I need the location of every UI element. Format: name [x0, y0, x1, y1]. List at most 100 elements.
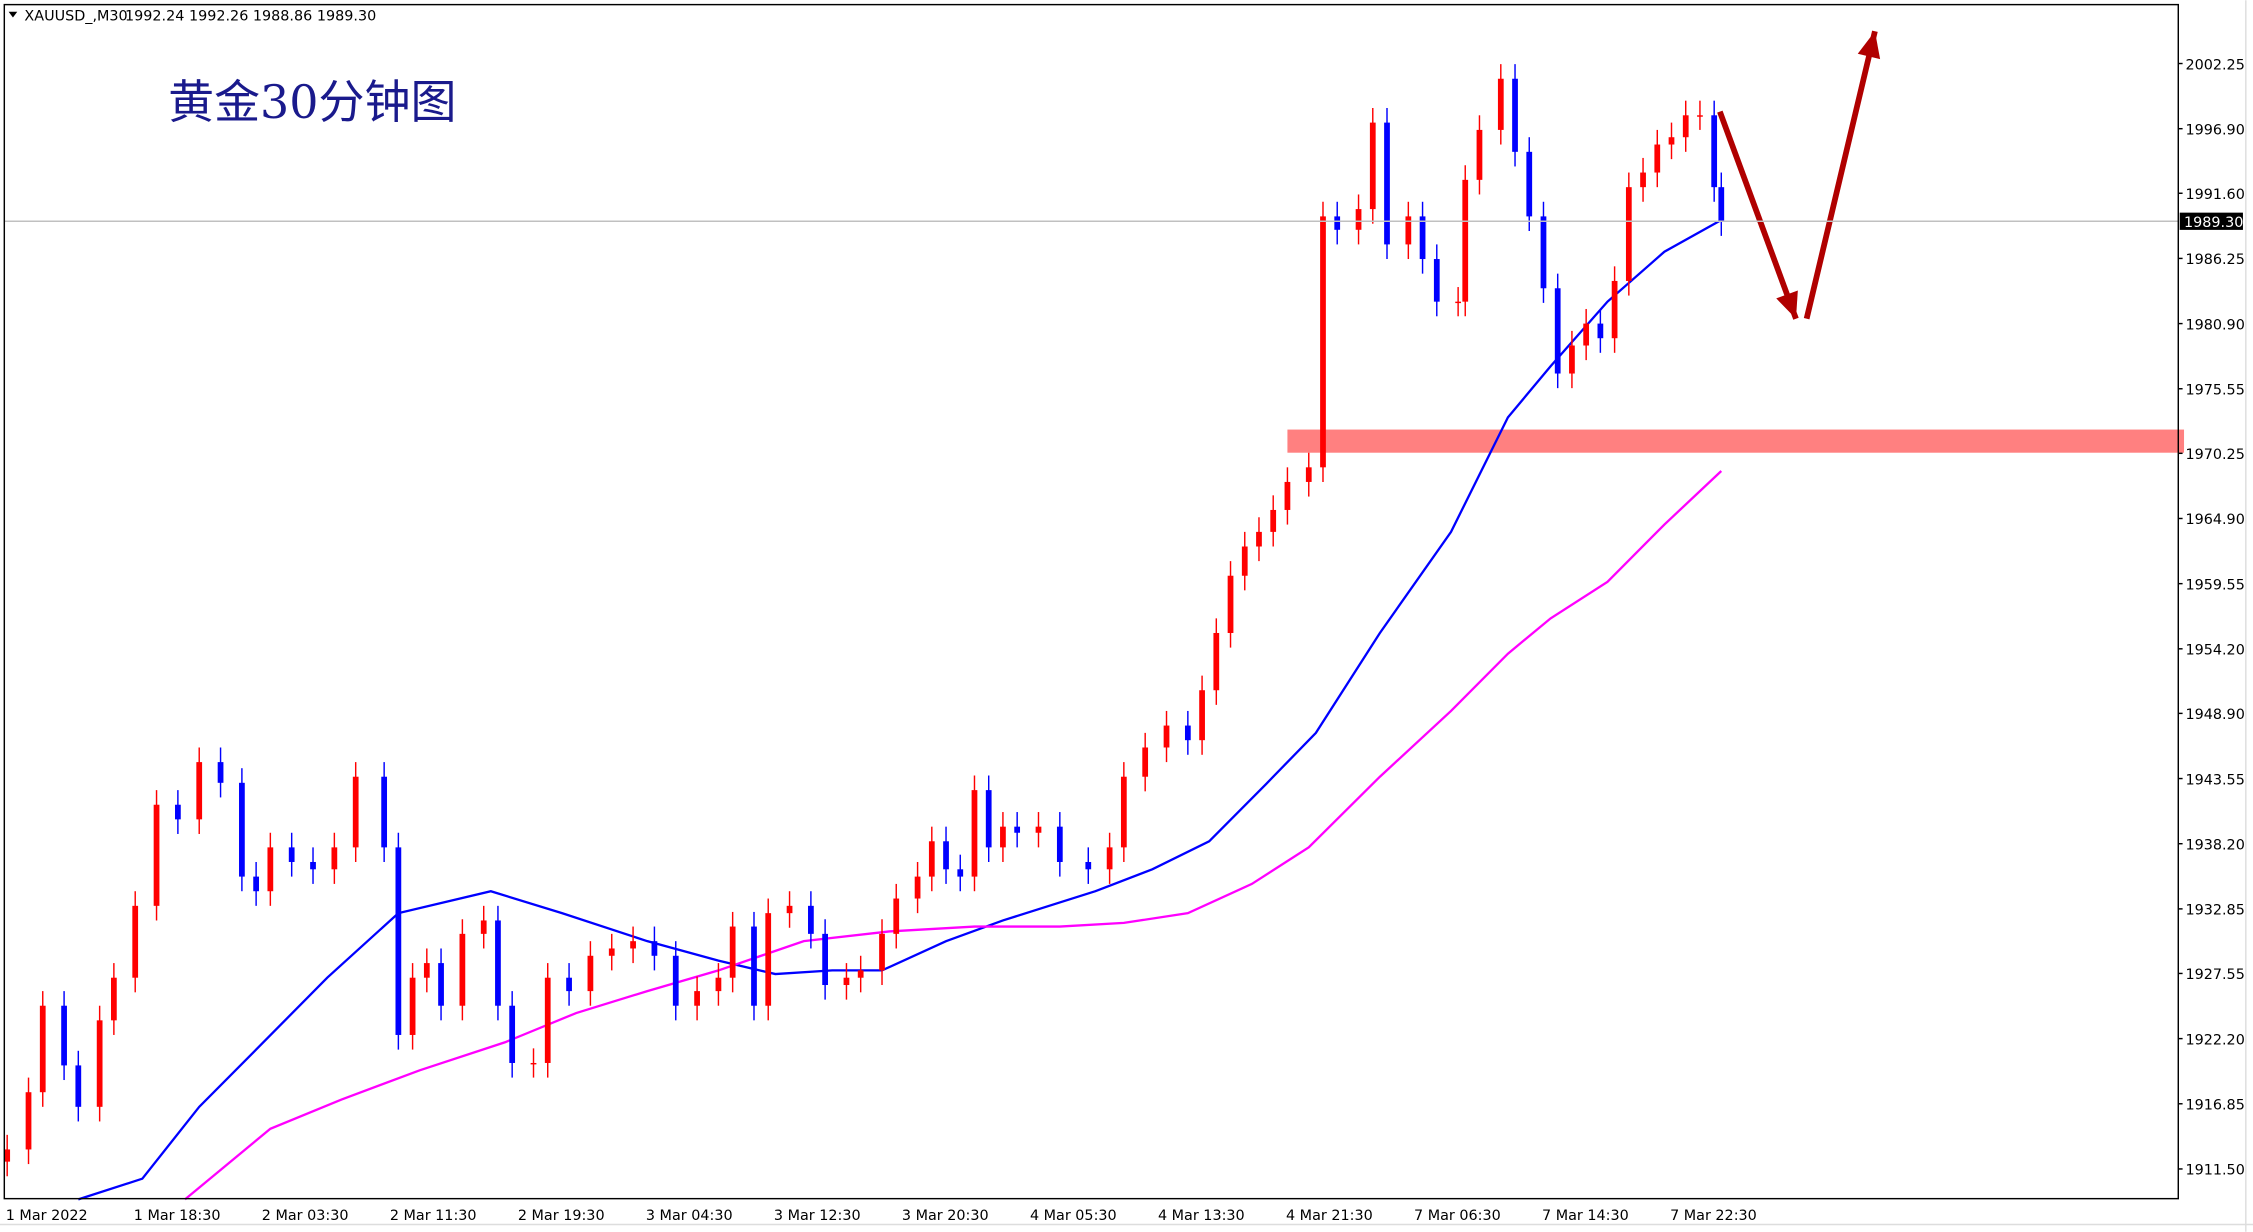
x-tick-label: 4 Mar 13:30 [1158, 1208, 1245, 1224]
candle-body [253, 876, 259, 892]
candle-body [672, 955, 679, 1006]
candle-body [153, 804, 160, 906]
candle [267, 832, 274, 906]
candle-body [267, 847, 274, 892]
candle-body [352, 776, 359, 848]
candle-body [1163, 725, 1170, 748]
candle [352, 762, 359, 862]
candle-body [715, 977, 722, 992]
candle-body [765, 913, 772, 1006]
candle-body [914, 876, 921, 899]
candle [608, 933, 615, 971]
candle [110, 963, 117, 1035]
candle [530, 1048, 537, 1078]
candle [1227, 561, 1234, 648]
candle-body [1320, 216, 1326, 468]
candle [25, 1077, 32, 1165]
candle-body [1433, 259, 1440, 302]
candle [196, 747, 203, 834]
y-tick-label: 1975.55 [2185, 383, 2244, 399]
forecast-arrow [1803, 30, 1881, 320]
x-tick-label: 3 Mar 20:30 [902, 1208, 989, 1224]
y-tick-label: 1986.25 [2185, 252, 2244, 268]
candle-body [438, 963, 444, 1006]
candle [1184, 710, 1191, 755]
x-tick-label: 7 Mar 14:30 [1542, 1208, 1629, 1224]
candle-body [4, 1149, 11, 1162]
candle [1512, 64, 1518, 167]
candle [1583, 308, 1590, 361]
moving-average-slow [184, 470, 1723, 1201]
candle-body [1085, 861, 1092, 870]
candle [1597, 308, 1604, 353]
candle [943, 826, 949, 884]
y-tick-label: 1991.60 [2185, 187, 2244, 203]
candle-body [96, 1020, 103, 1107]
candle [1569, 330, 1575, 389]
candle-body [61, 1005, 67, 1066]
candle [217, 747, 224, 798]
x-tick-label: 7 Mar 06:30 [1414, 1208, 1501, 1224]
candle [395, 832, 402, 1050]
candle-body [1355, 209, 1362, 230]
x-tick-label: 4 Mar 21:30 [1286, 1208, 1373, 1224]
candle-body [1384, 122, 1390, 245]
candle [544, 963, 551, 1078]
candle [1384, 107, 1390, 260]
candle-body [1270, 509, 1277, 532]
candle-body [310, 861, 316, 870]
candle [1611, 266, 1618, 353]
y-tick-label: 1911.50 [2185, 1163, 2244, 1179]
moving-average-fast [77, 219, 1722, 1201]
candle-body [1227, 575, 1234, 633]
candle-body [1526, 151, 1533, 217]
candle [1711, 100, 1718, 202]
arrow-shaft [1717, 110, 1799, 320]
candle-body [1697, 115, 1703, 117]
candle [1056, 812, 1063, 877]
candle [857, 955, 864, 993]
candle-body [1284, 481, 1291, 510]
candle [495, 905, 501, 1021]
forecast-arrow [1717, 110, 1799, 320]
candle [75, 1050, 82, 1122]
candle [1241, 531, 1248, 591]
candle [153, 790, 160, 921]
candle [1120, 762, 1127, 862]
candle [459, 919, 466, 1021]
y-tick-label: 1959.55 [2185, 577, 2244, 593]
y-tick-label: 1996.90 [2185, 122, 2244, 138]
candle [1526, 137, 1533, 232]
candle [765, 898, 772, 1021]
candle-body [1184, 725, 1191, 741]
candle-body [1540, 216, 1547, 289]
candle-body [544, 977, 551, 1063]
candle-body [857, 970, 864, 978]
arrow-head-icon [1776, 290, 1798, 319]
candle-body [1597, 323, 1604, 339]
support-zone [1287, 429, 2185, 453]
candle [310, 847, 316, 884]
candle [1668, 122, 1675, 160]
candle-body [459, 933, 466, 1006]
candle [1256, 517, 1262, 562]
candle-body [1405, 216, 1412, 245]
candle-body [1512, 78, 1518, 152]
candle [96, 1005, 103, 1122]
candle-body [1056, 826, 1063, 862]
symbol-label: XAUUSD_,M30 [24, 8, 127, 24]
x-tick-label: 1 Mar 18:30 [134, 1208, 221, 1224]
candle [808, 891, 814, 949]
candle-body [1256, 531, 1262, 547]
candle-body [1213, 632, 1220, 691]
candle [1718, 172, 1725, 236]
candle-body [1711, 115, 1718, 188]
candle-body [879, 933, 885, 971]
candle [381, 762, 388, 862]
y-tick-label: 1964.90 [2185, 512, 2244, 528]
candle [61, 991, 67, 1081]
candle [1035, 812, 1042, 848]
candle [893, 883, 900, 949]
collapse-triangle-icon[interactable] [8, 11, 18, 18]
